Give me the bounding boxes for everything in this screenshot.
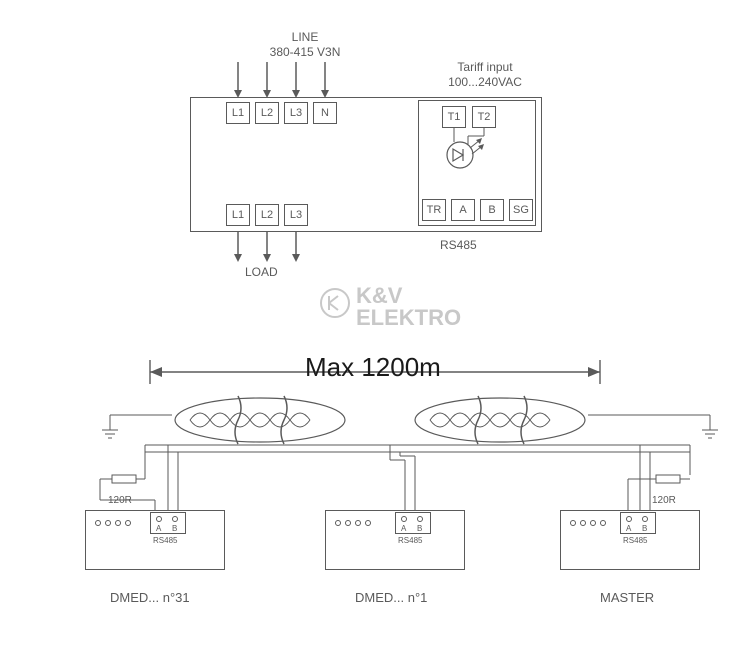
term-circ — [626, 516, 632, 522]
device-1-label: DMED... n°31 — [110, 590, 190, 605]
resistor-label-3: 120R — [652, 495, 676, 506]
term-circ — [570, 520, 576, 526]
term-circ — [355, 520, 361, 526]
ab-a-1: A — [156, 524, 161, 533]
term-circ — [580, 520, 586, 526]
term-circ — [156, 516, 162, 522]
term-circ — [95, 520, 101, 526]
ab-b-1: B — [172, 524, 177, 533]
ab-a-2: A — [401, 524, 406, 533]
term-circ — [345, 520, 351, 526]
term-circ — [105, 520, 111, 526]
device-3-label: MASTER — [600, 590, 654, 605]
term-circ — [172, 516, 178, 522]
ab-b-3: B — [642, 524, 647, 533]
term-circ — [642, 516, 648, 522]
term-circ — [125, 520, 131, 526]
term-circ — [335, 520, 341, 526]
ab-b-2: B — [417, 524, 422, 533]
resistor-label-1: 120R — [108, 495, 132, 506]
term-circ — [600, 520, 606, 526]
term-circ — [365, 520, 371, 526]
term-circ — [115, 520, 121, 526]
rs485-2: RS485 — [398, 536, 422, 545]
term-circ — [401, 516, 407, 522]
device-2-label: DMED... n°1 — [355, 590, 427, 605]
term-circ — [590, 520, 596, 526]
rs485-3: RS485 — [623, 536, 647, 545]
term-circ — [417, 516, 423, 522]
ab-a-3: A — [626, 524, 631, 533]
rs485-1: RS485 — [153, 536, 177, 545]
